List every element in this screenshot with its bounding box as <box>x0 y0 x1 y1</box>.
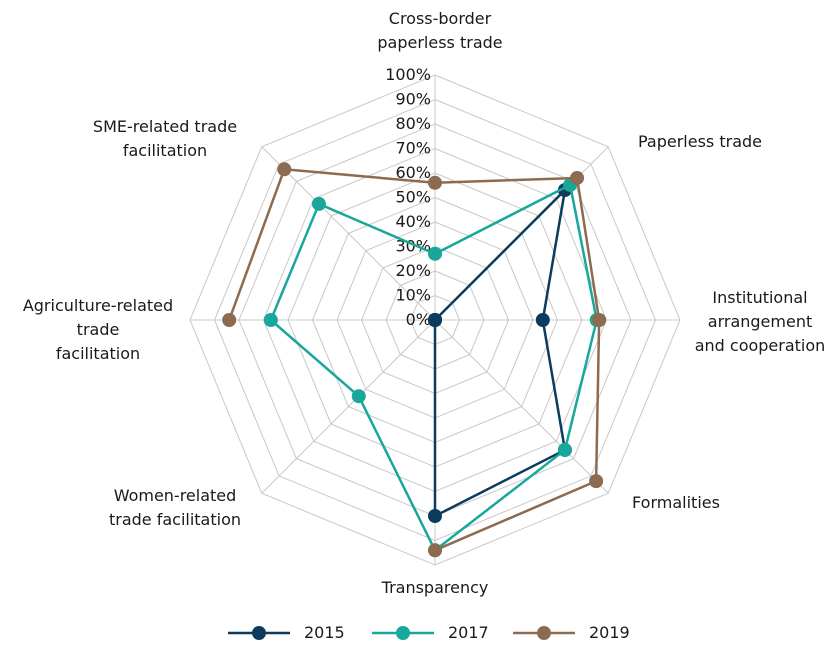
data-point <box>263 313 278 327</box>
tick-label: 80% <box>395 114 431 133</box>
tick-label: 70% <box>395 138 431 157</box>
spoke <box>261 146 436 321</box>
series-line <box>434 183 571 255</box>
axis-label: Agriculture-related trade facilitation <box>23 296 173 363</box>
series <box>428 183 572 523</box>
data-point <box>535 313 550 327</box>
series-line <box>269 203 321 321</box>
tick-label: 50% <box>395 187 431 206</box>
series-line <box>434 176 578 185</box>
series-line <box>434 189 566 321</box>
legend-label: 2019 <box>589 623 630 642</box>
data-point <box>428 509 442 523</box>
tick-label: 40% <box>395 212 431 231</box>
data-point <box>311 196 326 211</box>
data-point <box>557 442 572 457</box>
data-point <box>589 474 604 489</box>
spoke <box>434 319 609 494</box>
data-point <box>592 313 607 327</box>
series-line <box>228 168 286 321</box>
axis-label: Formalities <box>632 493 720 512</box>
axis-label: Women-related trade facilitation <box>109 486 241 529</box>
series-line <box>594 319 601 482</box>
data-point <box>428 246 442 261</box>
series-line <box>434 479 597 552</box>
series-line <box>434 448 566 518</box>
series-line <box>270 319 360 398</box>
data-point <box>277 162 292 177</box>
tick-label: 100% <box>385 65 431 84</box>
axis-label: SME-related trade facilitation <box>93 117 237 160</box>
tick-label: 0% <box>406 310 431 329</box>
series-line <box>318 202 436 255</box>
axis-label: Institutional arrangement and cooperation <box>695 288 826 355</box>
axis-label: Cross-border paperless trade <box>377 9 502 52</box>
series-line <box>568 184 598 321</box>
axis-label: Paperless trade <box>638 132 762 151</box>
legend-marker <box>252 626 266 640</box>
data-point <box>428 543 442 558</box>
series-line <box>541 319 567 451</box>
series-line <box>434 448 566 552</box>
axis-label: Transparency <box>381 578 489 597</box>
spoke <box>261 319 436 494</box>
data-point <box>351 389 366 404</box>
series-line <box>357 395 437 551</box>
series <box>222 162 607 558</box>
tick-label: 60% <box>395 163 431 182</box>
legend-label: 2017 <box>448 623 489 642</box>
legend-marker <box>537 626 551 640</box>
data-point <box>222 313 237 327</box>
tick-label: 10% <box>395 285 431 304</box>
data-point <box>570 170 585 185</box>
series-line <box>284 168 436 185</box>
tick-label: 90% <box>395 89 431 108</box>
tick-label: 20% <box>395 261 431 280</box>
series-line <box>563 319 598 451</box>
legend-marker <box>396 626 410 640</box>
legend-label: 2015 <box>304 623 345 642</box>
series-line <box>575 177 601 321</box>
data-point <box>428 175 442 190</box>
data-point <box>428 313 442 327</box>
series-line <box>541 189 567 321</box>
